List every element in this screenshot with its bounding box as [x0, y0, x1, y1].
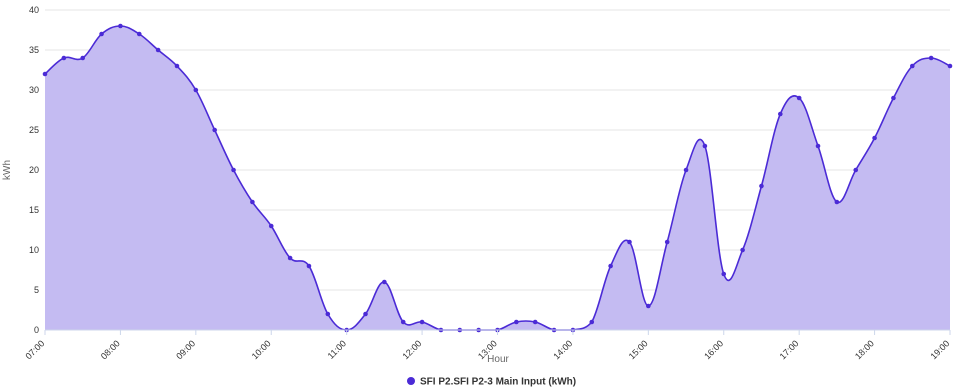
data-point[interactable]	[759, 183, 764, 189]
y-tick-label: 15	[29, 205, 39, 215]
data-point[interactable]	[589, 319, 595, 325]
legend[interactable]: SFI P2.SFI P2-3 Main Input (kWh)	[407, 377, 576, 388]
x-tick-label: 14:00	[551, 338, 574, 361]
y-tick-label: 20	[29, 165, 39, 175]
x-tick-label: 10:00	[250, 338, 273, 361]
data-point[interactable]	[796, 95, 802, 101]
data-point[interactable]	[683, 167, 689, 173]
data-point[interactable]	[514, 319, 519, 325]
y-tick-label: 40	[29, 5, 39, 15]
data-point[interactable]	[99, 31, 104, 37]
data-point[interactable]	[174, 63, 180, 69]
x-tick-label: 09:00	[174, 338, 197, 361]
data-point[interactable]	[287, 255, 293, 261]
x-axis-title: Hour	[487, 354, 509, 365]
data-point[interactable]	[909, 63, 915, 69]
x-tick-label: 17:00	[778, 338, 801, 361]
data-point[interactable]	[80, 55, 86, 61]
x-tick-label: 16:00	[702, 338, 725, 361]
legend-marker	[407, 377, 415, 385]
data-point[interactable]	[872, 135, 877, 141]
x-tick-label: 19:00	[928, 338, 951, 361]
data-point[interactable]	[250, 199, 255, 205]
legend-label: SFI P2.SFI P2-3 Main Input (kWh)	[420, 377, 576, 388]
data-point[interactable]	[740, 247, 745, 253]
data-point[interactable]	[664, 239, 670, 245]
data-point[interactable]	[947, 63, 953, 69]
data-point[interactable]	[325, 311, 331, 317]
data-point[interactable]	[532, 319, 538, 325]
data-point[interactable]	[61, 55, 67, 61]
data-point[interactable]	[400, 319, 406, 325]
y-tick-label: 10	[29, 245, 39, 255]
data-point[interactable]	[155, 47, 161, 53]
y-axis: 0 5 10 15 20 25 30 35 40	[29, 5, 39, 335]
series-area-fill	[45, 26, 950, 330]
x-tick-label: 07:00	[23, 338, 46, 361]
data-point[interactable]	[928, 55, 934, 61]
series-area	[42, 23, 953, 333]
x-tick-label: 18:00	[853, 338, 876, 361]
data-point[interactable]	[118, 23, 123, 29]
x-tick-label: 11:00	[326, 338, 349, 361]
y-tick-label: 30	[29, 85, 39, 95]
data-point[interactable]	[212, 127, 217, 133]
y-tick-label: 0	[34, 325, 39, 335]
data-point[interactable]	[891, 95, 896, 101]
data-point[interactable]	[778, 111, 783, 117]
data-point[interactable]	[136, 31, 142, 37]
y-tick-label: 35	[29, 45, 39, 55]
data-point[interactable]	[268, 223, 274, 229]
x-tick-label: 12:00	[400, 338, 423, 361]
data-point[interactable]	[608, 263, 613, 269]
y-tick-label: 25	[29, 125, 39, 135]
data-point[interactable]	[382, 279, 387, 285]
data-point[interactable]	[702, 143, 708, 149]
data-point[interactable]	[193, 87, 199, 93]
x-tick-label: 08:00	[99, 338, 122, 361]
data-point[interactable]	[834, 199, 840, 205]
data-point[interactable]	[42, 71, 48, 77]
data-point[interactable]	[646, 303, 651, 309]
data-point[interactable]	[363, 311, 368, 317]
data-point[interactable]	[721, 271, 727, 277]
data-point[interactable]	[419, 319, 425, 325]
data-point[interactable]	[627, 239, 632, 245]
data-point[interactable]	[231, 167, 236, 173]
data-point[interactable]	[853, 167, 859, 173]
y-axis-title: kWh	[2, 160, 13, 180]
x-tick-label: 15:00	[627, 338, 650, 361]
y-tick-label: 5	[34, 285, 39, 295]
data-point[interactable]	[306, 263, 312, 269]
series-line	[44, 25, 951, 331]
data-point[interactable]	[815, 143, 821, 149]
